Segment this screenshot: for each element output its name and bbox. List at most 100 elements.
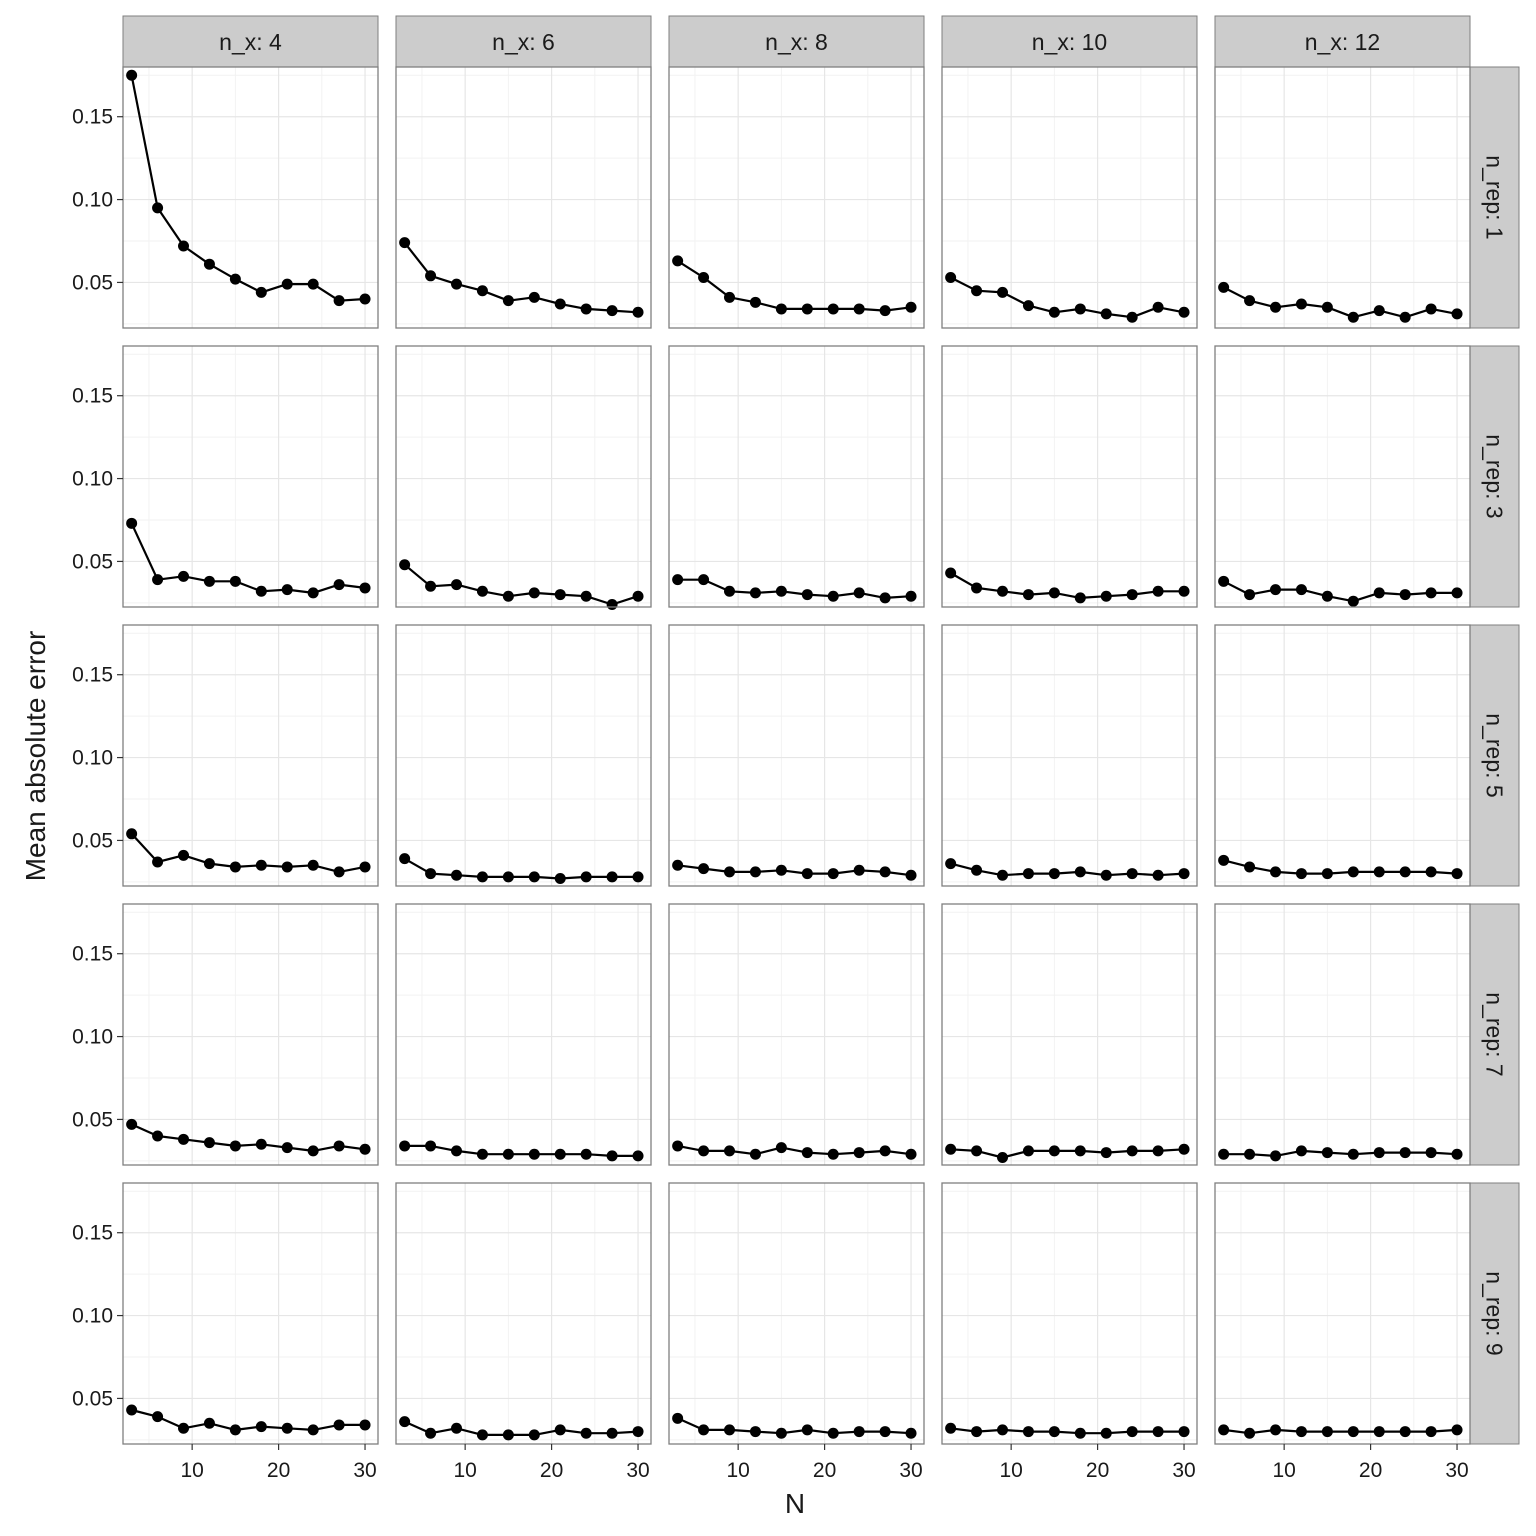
data-point	[528, 1429, 540, 1441]
data-point	[945, 271, 957, 283]
facet-panel	[395, 903, 652, 1166]
row-strip	[1469, 66, 1520, 329]
panel-border	[122, 66, 379, 329]
facet-panel	[1214, 624, 1471, 887]
data-point	[203, 575, 215, 587]
y-tick-label: 0.10	[72, 189, 113, 212]
panel-border	[122, 1182, 379, 1445]
data-point	[229, 1140, 241, 1152]
data-point	[1425, 303, 1437, 315]
data-point	[1152, 1426, 1164, 1438]
data-point	[879, 866, 891, 878]
panel-background	[669, 625, 924, 886]
panel-background	[669, 67, 924, 328]
data-point	[359, 1143, 371, 1155]
series-line	[1223, 1149, 1458, 1158]
data-point	[580, 1148, 592, 1160]
series-line	[950, 276, 1185, 319]
facet-panel	[1214, 903, 1471, 1166]
data-point	[1295, 584, 1307, 596]
data-point	[1399, 1147, 1411, 1159]
panel-border	[668, 345, 925, 608]
facet-panel	[395, 345, 652, 611]
col-strip-label: n_x: 6	[492, 29, 555, 55]
data-point	[1126, 311, 1138, 323]
data-point	[281, 278, 293, 290]
facet-panel	[941, 345, 1198, 608]
data-point	[152, 1411, 164, 1423]
panel-border	[122, 624, 379, 887]
data-point	[333, 295, 345, 307]
data-point	[945, 858, 957, 870]
data-point	[1270, 1150, 1282, 1162]
data-point	[632, 1426, 644, 1438]
data-point	[1425, 866, 1437, 878]
data-point	[580, 590, 592, 602]
data-point	[1126, 1426, 1138, 1438]
data-point	[606, 1150, 618, 1162]
data-point	[1022, 1426, 1034, 1438]
data-point	[451, 1145, 463, 1157]
panel-background	[123, 346, 378, 607]
facet-panel	[1214, 1182, 1471, 1445]
data-point	[1347, 1148, 1359, 1160]
col-strip-label: n_x: 10	[1032, 29, 1107, 55]
data-point	[1178, 306, 1190, 318]
data-point	[1451, 868, 1463, 880]
data-point	[606, 1427, 618, 1439]
data-point	[502, 1148, 514, 1160]
data-point	[1048, 1145, 1060, 1157]
data-point	[1270, 301, 1282, 313]
data-point	[203, 258, 215, 270]
row-strip-label: n_rep: 3	[1482, 434, 1508, 518]
data-point	[1451, 308, 1463, 320]
facet-panel	[122, 624, 379, 887]
data-point	[672, 255, 684, 267]
data-point	[749, 1426, 761, 1438]
col-strip	[122, 15, 379, 68]
data-point	[905, 869, 917, 881]
x-tick-label: 10	[726, 1459, 749, 1482]
panel-background	[396, 625, 651, 886]
data-point	[502, 1429, 514, 1441]
data-point	[307, 278, 319, 290]
panel-border	[1214, 624, 1471, 887]
facet-panel	[122, 903, 379, 1166]
col-strip	[941, 15, 1198, 68]
y-tick-label: 0.10	[72, 1026, 113, 1049]
data-point	[126, 828, 138, 840]
data-point	[827, 1148, 839, 1160]
data-point	[152, 574, 164, 586]
data-point	[672, 574, 684, 586]
series-line	[403, 242, 639, 314]
data-point	[801, 1424, 813, 1436]
data-point	[333, 1140, 345, 1152]
data-point	[580, 1427, 592, 1439]
facet-panel	[941, 1182, 1198, 1445]
series-line	[677, 578, 912, 600]
data-point	[971, 1426, 983, 1438]
col-strip	[395, 15, 652, 68]
data-point	[1022, 868, 1034, 880]
data-point	[632, 1150, 644, 1162]
y-tick-label: 0.15	[72, 106, 113, 129]
data-point	[1178, 585, 1190, 597]
data-point	[1244, 1427, 1256, 1439]
data-point	[1074, 866, 1086, 878]
data-point	[801, 868, 813, 880]
row-strip-label: n_rep: 5	[1482, 713, 1508, 797]
data-point	[1218, 575, 1230, 587]
data-point	[971, 285, 983, 297]
data-point	[724, 1424, 736, 1436]
panel-border	[395, 624, 652, 887]
panel-border	[941, 903, 1198, 1166]
facet-panel	[122, 66, 379, 329]
data-point	[1152, 1145, 1164, 1157]
data-point	[672, 1412, 684, 1424]
data-point	[399, 237, 411, 249]
panel-border	[941, 624, 1198, 887]
data-point	[1074, 1427, 1086, 1439]
x-tick-label: 30	[1172, 1459, 1195, 1482]
y-tick-label: 0.05	[72, 829, 113, 852]
series-line	[677, 259, 912, 312]
